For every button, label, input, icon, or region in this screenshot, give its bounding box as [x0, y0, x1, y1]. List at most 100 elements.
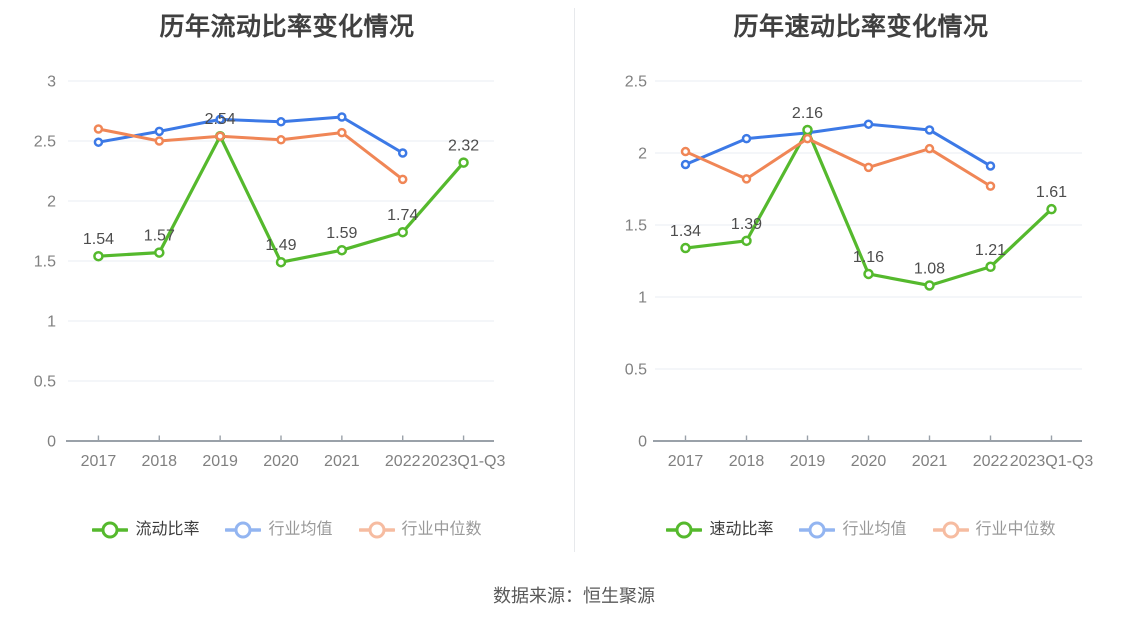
data-point-label: 1.61: [1036, 184, 1067, 201]
data-point-marker: [741, 235, 752, 247]
data-point-marker: [93, 124, 104, 134]
data-point-marker: [985, 181, 996, 191]
legend-item-series-1[interactable]: 行业均值: [799, 516, 907, 544]
data-point-marker: [741, 133, 752, 144]
y-tick-label: 2.5: [625, 74, 647, 91]
data-point-marker: [93, 250, 104, 262]
current-ratio-chart-panel: 0 0.5 1 1.5 2 2.5 3 2017 2018 2019 2020 2021 2022 202…: [0, 0, 574, 558]
data-point-marker: [863, 268, 874, 280]
data-point-marker: [336, 244, 348, 256]
data-point-marker: [276, 117, 286, 127]
data-point-marker: [154, 136, 165, 146]
data-point-marker: [337, 112, 347, 122]
x-tick-label: 2023Q1-Q3: [422, 453, 506, 470]
data-point-marker: [680, 146, 691, 157]
x-tick-label: 2018: [729, 453, 765, 470]
x-tick-label: 2018: [141, 453, 177, 470]
current-ratio-line-chart: 0 0.5 1 1.5 2 2.5 3 2017 2018 2019 2020 2021 2022 202…: [34, 74, 506, 471]
y-tick-label: 2: [638, 146, 647, 163]
series-1: [93, 112, 408, 158]
legend-item-label: 行业中位数: [975, 521, 1056, 538]
data-point-label: 1.57: [144, 228, 175, 245]
series-0: 1.54 1.57 2.54 1.49 1.59 1.74 2.32: [83, 111, 479, 268]
legend-item-label: 行业均值: [268, 521, 333, 538]
y-tick-label: 1: [47, 314, 56, 331]
x-tick-label: 2019: [202, 453, 238, 470]
x-tick-label: 2020: [263, 453, 299, 470]
data-point-label: 1.74: [387, 207, 418, 224]
y-tick-label: 2.5: [34, 134, 56, 151]
data-point-label: 2.54: [205, 111, 236, 128]
data-point-label: 1.59: [326, 225, 357, 242]
legend-item-label: 行业中位数: [401, 521, 482, 538]
data-point-marker: [275, 256, 287, 268]
quick-ratio-line-chart: 0 0.5 1 1.5 2 2.5 2017 2018 2019 2020 2021 2022 2023…: [625, 74, 1094, 471]
data-point-label: 1.39: [731, 216, 762, 233]
y-tick-label: 1: [638, 290, 647, 307]
legend-item-label: 速动比率: [709, 521, 774, 538]
data-point-marker: [924, 280, 935, 291]
y-tick-label: 0: [638, 434, 647, 451]
data-point-marker: [985, 161, 996, 171]
data-point-marker: [680, 159, 691, 170]
legend-item-series-0[interactable]: 流动比率: [92, 516, 199, 544]
data-point-marker: [863, 162, 874, 173]
legend-line-marker-icon: [666, 521, 703, 539]
x-tick-label: 2020: [851, 453, 887, 470]
data-point-marker: [741, 174, 752, 184]
legend-item-series-2[interactable]: 行业中位数: [358, 516, 482, 544]
data-point-label: 1.34: [670, 223, 701, 240]
legend-item-label: 行业均值: [842, 521, 907, 538]
data-point-marker: [215, 114, 225, 125]
x-tick-label: 2019: [790, 453, 826, 470]
grid-lines: [655, 80, 1082, 370]
x-tick-label: 2017: [668, 453, 704, 470]
x-tick-label: 2023Q1-Q3: [1010, 453, 1094, 470]
data-point-marker: [397, 148, 408, 158]
y-tick-label: 0.5: [34, 374, 56, 391]
x-tick-label: 2017: [81, 453, 117, 470]
legend-line-marker-icon: [932, 521, 969, 539]
data-point-marker: [458, 157, 469, 168]
data-point-marker: [215, 131, 225, 141]
data-point-marker: [154, 247, 165, 258]
data-point-label: 1.54: [83, 231, 114, 248]
y-axis-labels: 0 0.5 1 1.5 2 2.5 3: [34, 74, 56, 451]
series-2: [93, 124, 408, 185]
series-line: [96, 115, 405, 155]
legend-item-series-2[interactable]: 行业中位数: [932, 516, 1056, 544]
data-point-marker: [985, 261, 996, 273]
data-source-label: 数据来源：恒生聚源: [493, 586, 655, 606]
legend-item-label: 流动比率: [135, 521, 200, 538]
y-axis-labels: 0 0.5 1 1.5 2 2.5: [625, 74, 647, 451]
data-point-marker: [337, 127, 347, 138]
legend-line-marker-icon: [799, 521, 836, 539]
y-tick-label: 2: [47, 194, 56, 211]
data-point-label: 2.16: [792, 105, 823, 122]
y-tick-label: 1.5: [34, 254, 56, 271]
legend-line-marker-icon: [92, 521, 129, 539]
chart-title: 历年速动比率变化情况: [733, 13, 989, 41]
series-2: [680, 133, 996, 191]
y-tick-label: 3: [47, 74, 56, 91]
y-tick-label: 0: [47, 434, 56, 451]
x-tick-label: 2021: [324, 453, 360, 470]
data-point-marker: [276, 135, 286, 145]
series-line: [684, 137, 992, 188]
legend-item-series-1[interactable]: 行业均值: [225, 516, 333, 544]
legend-line-marker-icon: [225, 521, 262, 539]
chart-legend: 流动比率 行业均值 行业中位数: [0, 516, 574, 544]
chart-title: 历年流动比率变化情况: [159, 13, 415, 41]
x-tick-label: 2022: [973, 453, 1009, 470]
x-tick-label: 2021: [912, 453, 948, 470]
data-point-marker: [802, 124, 813, 136]
x-tick-label: 2022: [385, 453, 421, 470]
data-point-label: 2.32: [448, 138, 479, 155]
x-axis: 2017 2018 2019 2020 2021 2022 2023Q1-Q3: [66, 435, 506, 470]
data-point-marker: [924, 125, 935, 135]
data-point-marker: [802, 133, 813, 144]
chart-legend: 速动比率 行业均值 行业中位数: [574, 516, 1148, 544]
quick-ratio-chart-panel: 0 0.5 1 1.5 2 2.5 2017 2018 2019 2020 2021 2022 2023…: [574, 0, 1148, 558]
legend-item-series-0[interactable]: 速动比率: [666, 516, 773, 544]
